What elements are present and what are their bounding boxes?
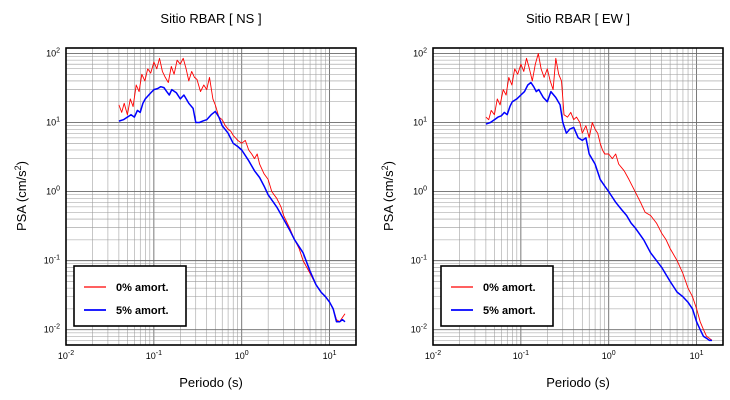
x-tick-label: 100 (235, 350, 249, 361)
legend: 0% amort. 5% amort. (440, 265, 554, 327)
series-line-0pct (485, 53, 713, 341)
chart-panel-ew: Sitio RBAR [ EW ] 10-2 10-1 100 101 10-210-… (380, 11, 724, 390)
grid (432, 48, 724, 346)
chart-title: Sitio RBAR [ EW ] (526, 11, 630, 26)
legend-label-0pct: 0% amort. (116, 282, 169, 294)
legend-label-0pct: 0% amort. (483, 282, 536, 294)
x-tick-label: 101 (690, 350, 704, 361)
legend: 0% amort. 5% amort. (73, 265, 187, 327)
y-tick-label: 10-2 (44, 324, 60, 335)
series-layer (485, 53, 713, 342)
chart-title: Sitio RBAR [ NS ] (160, 11, 261, 26)
legend-label-5pct: 5% amort. (116, 305, 169, 317)
legend-box (73, 265, 187, 327)
x-axis-label: Periodo (s) (179, 375, 243, 390)
legend-label-5pct: 5% amort. (483, 305, 536, 317)
y-tick-label: 102 (413, 47, 427, 58)
x-tick-label: 10-1 (146, 350, 162, 361)
series-line-5pct (485, 81, 712, 342)
series-layer (118, 57, 346, 323)
plot-frame (432, 47, 724, 346)
y-axis-label: PSA (cm/s2) (13, 161, 29, 231)
x-tick-labels: 10-2 10-1 100 101 (58, 350, 337, 361)
legend-box (440, 265, 554, 327)
y-tick-label: 100 (46, 186, 60, 197)
y-tick-label: 101 (413, 117, 427, 128)
y-tick-label: 10-1 (44, 255, 60, 266)
y-tick-label: 102 (46, 47, 60, 58)
x-tick-label: 101 (323, 350, 337, 361)
x-tick-label: 10-1 (513, 350, 529, 361)
x-axis-label: Periodo (s) (546, 375, 610, 390)
x-tick-labels: 10-2 10-1 100 101 (425, 350, 704, 361)
x-tick-label: 10-2 (58, 350, 74, 361)
y-axis-label: PSA (cm/s2) (380, 161, 396, 231)
x-tick-label: 10-2 (425, 350, 441, 361)
y-tick-label: 101 (46, 117, 60, 128)
plot-frame (65, 47, 357, 346)
x-tick-label: 100 (602, 350, 616, 361)
y-tick-label: 100 (413, 186, 427, 197)
chart-panel-ns: Sitio RBAR [ NS ] 10-2 10-1 100 101 10-210-… (13, 11, 357, 390)
y-tick-label: 10-2 (411, 324, 427, 335)
y-tick-labels: 10-2 10-1 100 101 102 (44, 47, 60, 334)
y-tick-labels: 10-2 10-1 100 101 102 (411, 47, 427, 334)
series-line-5pct (118, 85, 346, 323)
y-tick-label: 10-1 (411, 255, 427, 266)
